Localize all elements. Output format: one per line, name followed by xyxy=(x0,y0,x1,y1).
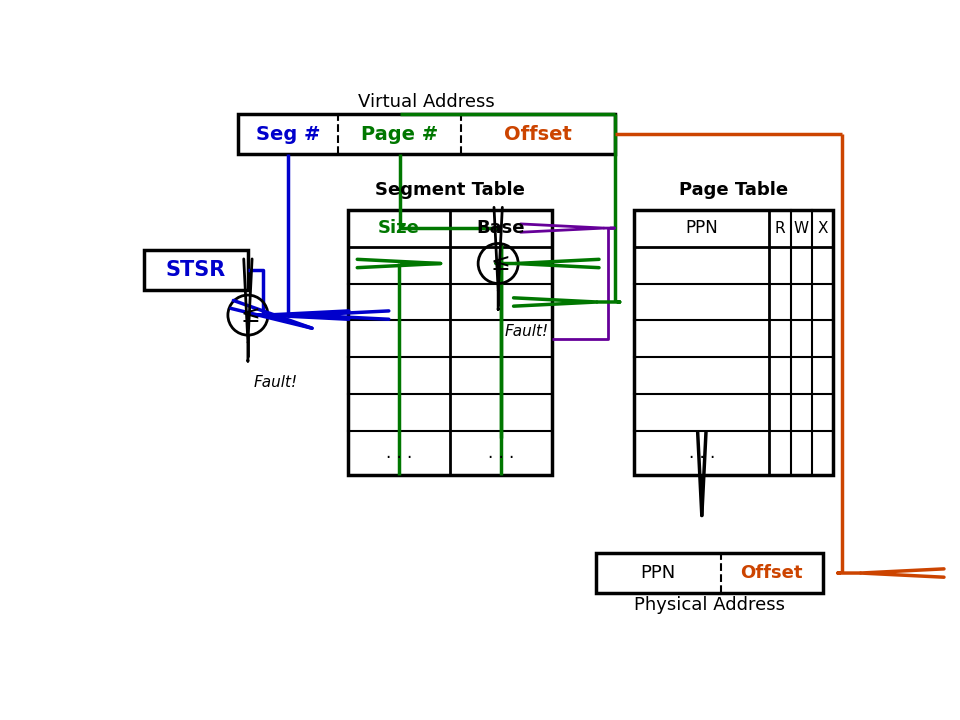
Bar xyxy=(635,210,833,475)
Bar xyxy=(596,553,823,593)
Text: STSR: STSR xyxy=(166,261,226,280)
Text: Fault!: Fault! xyxy=(504,324,548,338)
Text: Page Table: Page Table xyxy=(680,181,788,199)
Text: X: X xyxy=(817,220,828,235)
Text: PPN: PPN xyxy=(685,219,718,237)
Text: PPN: PPN xyxy=(640,564,676,582)
Text: . . .: . . . xyxy=(488,444,515,462)
Bar xyxy=(348,210,552,475)
Text: W: W xyxy=(794,220,808,235)
Text: Fault!: Fault! xyxy=(254,375,299,390)
Text: R: R xyxy=(775,220,785,235)
Text: Offset: Offset xyxy=(504,125,572,143)
Text: Base: Base xyxy=(477,219,525,237)
Bar xyxy=(238,114,615,154)
Text: Virtual Address: Virtual Address xyxy=(358,93,495,111)
Text: Segment Table: Segment Table xyxy=(375,181,525,199)
Text: Seg #: Seg # xyxy=(255,125,321,143)
Bar xyxy=(144,251,248,290)
Text: Physical Address: Physical Address xyxy=(634,596,785,614)
Text: . . .: . . . xyxy=(386,444,412,462)
Text: . . .: . . . xyxy=(688,444,715,462)
Text: Offset: Offset xyxy=(740,564,803,582)
Text: $\leq$: $\leq$ xyxy=(486,251,510,276)
Text: Page #: Page # xyxy=(361,125,438,143)
Text: Size: Size xyxy=(378,219,420,237)
Text: $\leq$: $\leq$ xyxy=(236,303,260,327)
